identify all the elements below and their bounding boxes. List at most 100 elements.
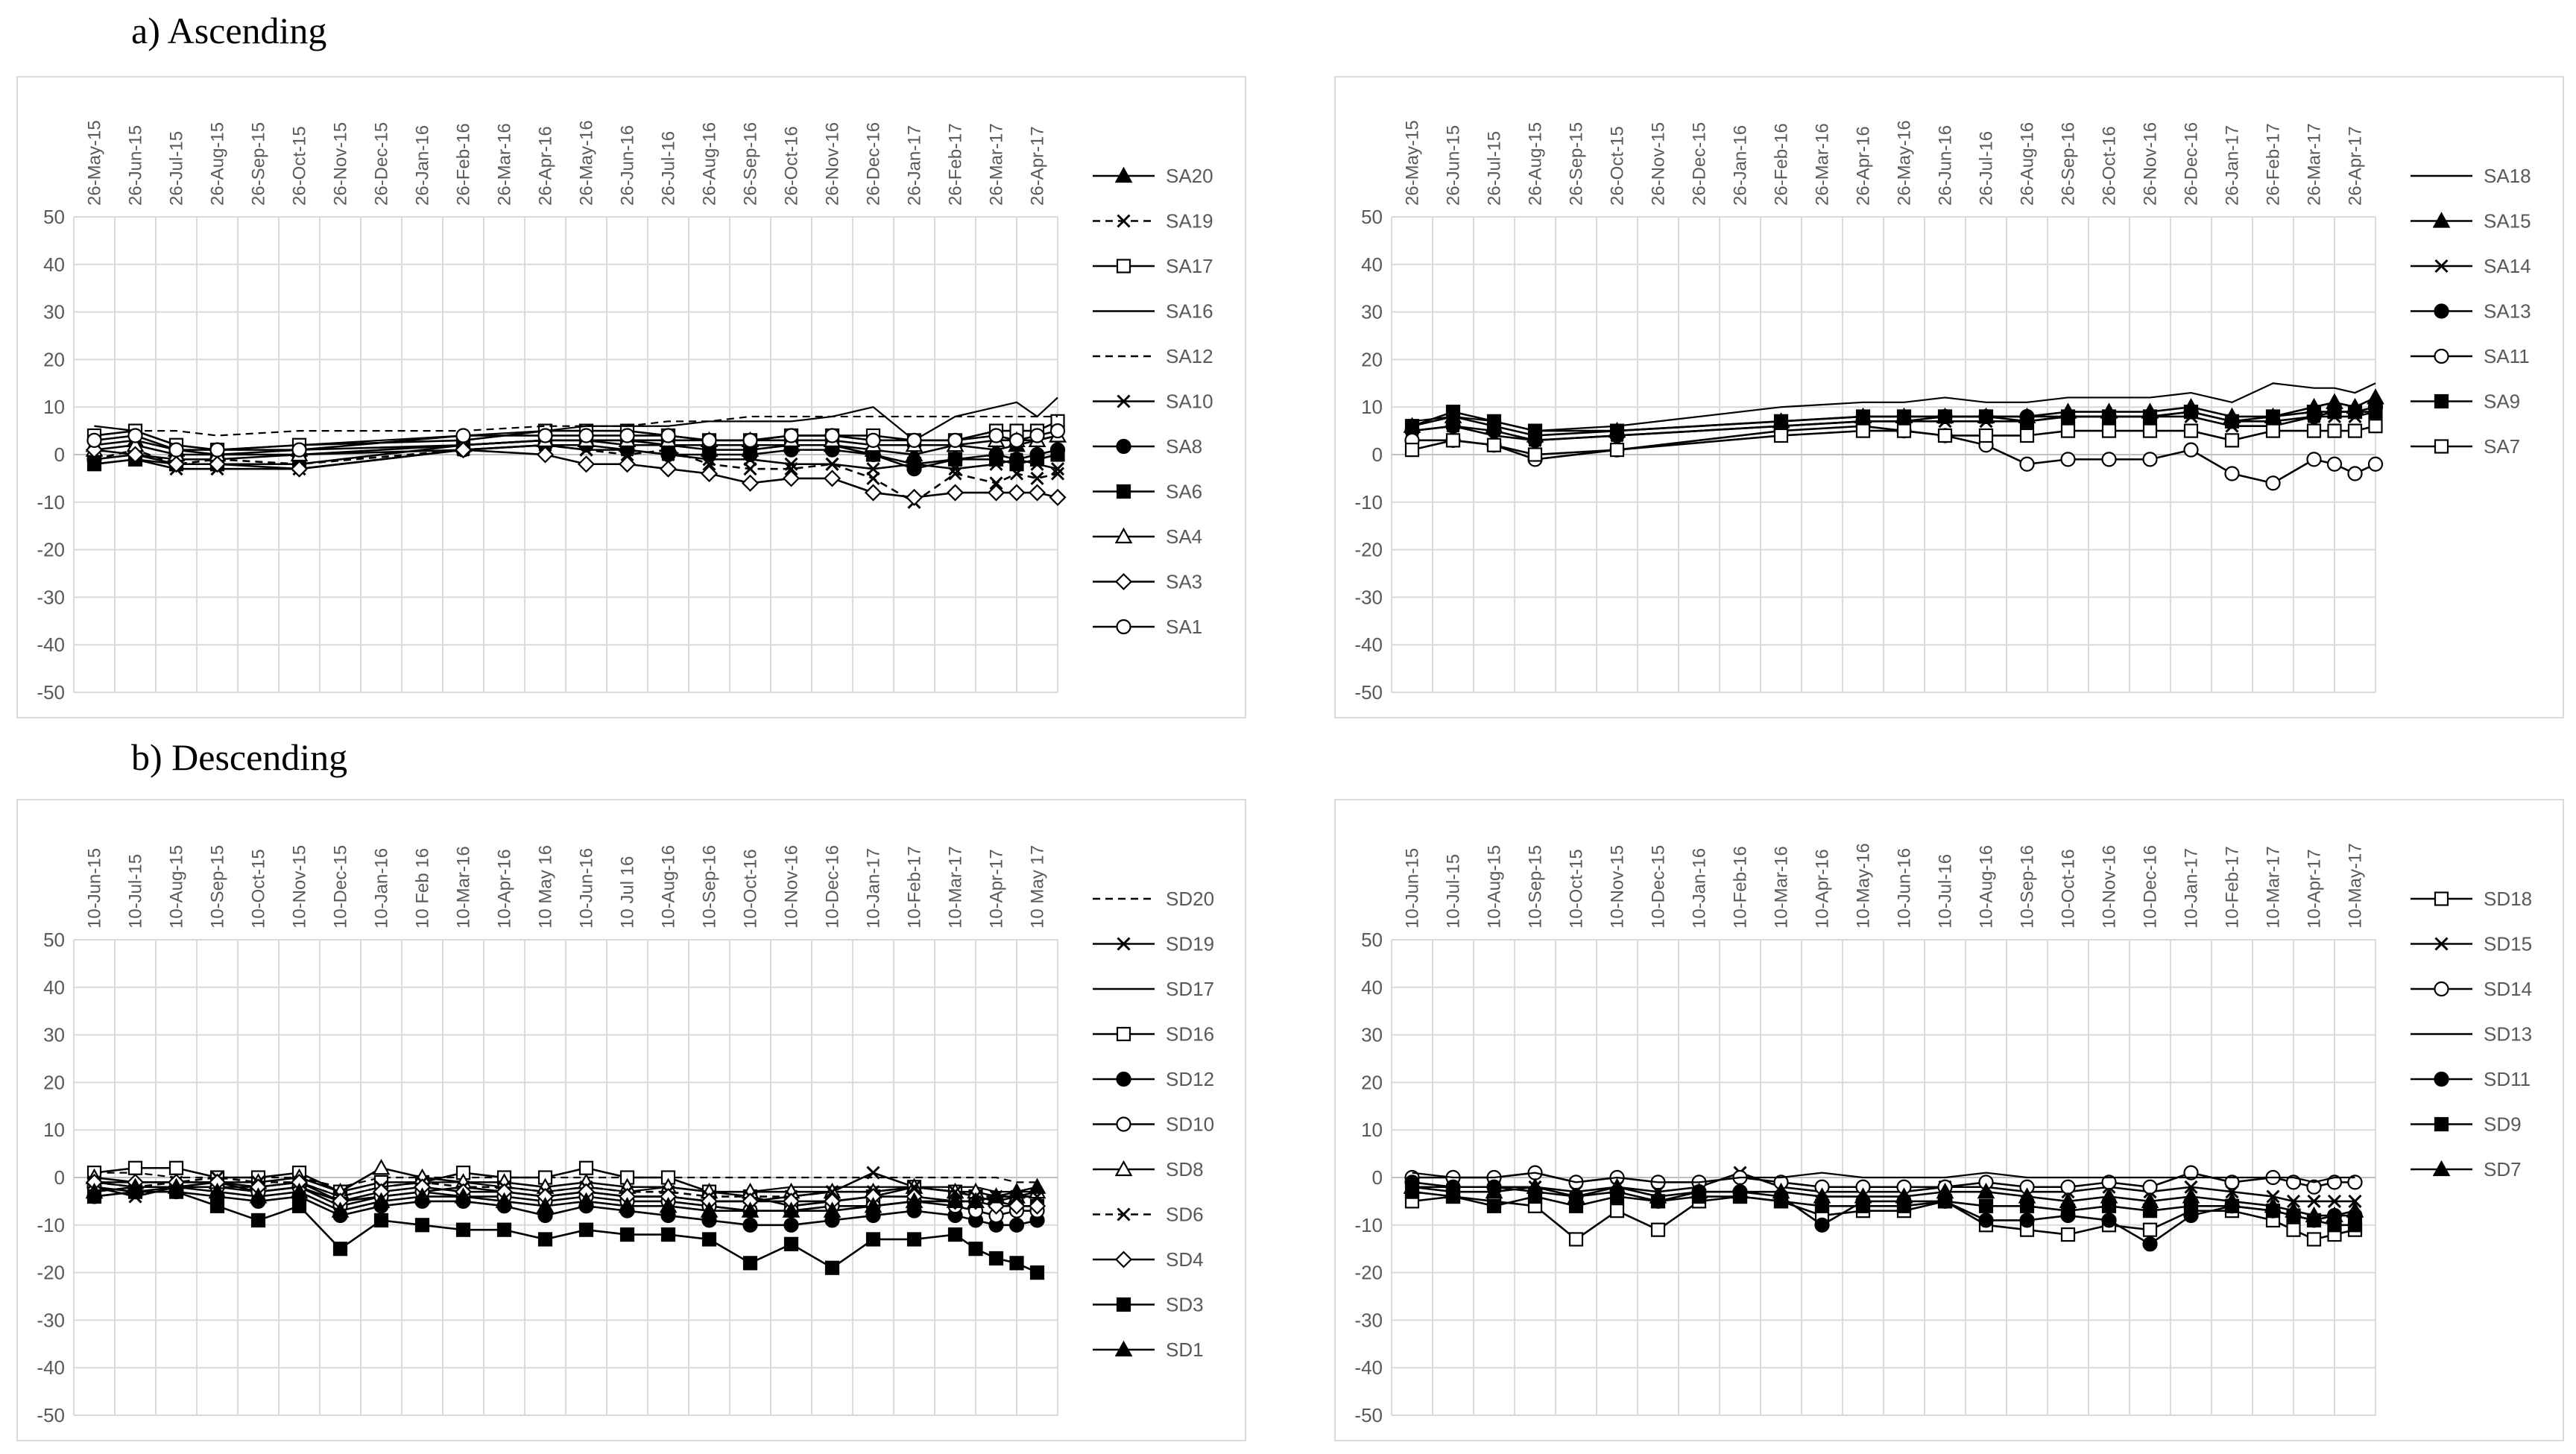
data-point-sd7 — [1526, 1178, 1544, 1194]
data-point-sa6 — [1050, 447, 1065, 462]
legend-label: SD1 — [1166, 1338, 1204, 1361]
x-tick-label: 26-Mar-17 — [2305, 123, 2325, 206]
data-point-sa7 — [2183, 423, 2199, 438]
y-tick-label: -10 — [37, 491, 65, 513]
data-point-sa9 — [2368, 404, 2383, 420]
data-point-sa1 — [824, 428, 840, 443]
y-tick-label: 50 — [1361, 929, 1383, 951]
legend-label: SD15 — [2484, 933, 2532, 955]
legend-entry-sd14: SD14 — [2411, 978, 2532, 1000]
section-title-ascending: a) Ascending — [131, 10, 327, 51]
x-tick-label: 26-Jun-16 — [618, 125, 638, 206]
data-point-sd14 — [2347, 1175, 2363, 1190]
data-point-sd15 — [2266, 1189, 2280, 1204]
legend-entry-sa19: SA19 — [1093, 210, 1213, 233]
legend-entry-sd3: SD3 — [1093, 1294, 1204, 1316]
data-point-sa9 — [1527, 423, 1543, 438]
x-tick-label: 26-Jan-17 — [905, 125, 925, 206]
y-tick-label: 20 — [43, 348, 65, 370]
x-tick-label: 10-Dec-16 — [2141, 845, 2161, 929]
legend-label: SD12 — [1166, 1068, 1214, 1090]
x-tick-label: 26-May-16 — [577, 120, 597, 206]
data-point-sd1 — [946, 1192, 965, 1209]
x-tick-label: 10-Apr-16 — [1813, 849, 1833, 929]
y-tick-label: 10 — [1361, 396, 1383, 418]
data-point-sa3 — [864, 484, 883, 502]
series-sd1 — [85, 1178, 1046, 1218]
data-point-sd6 — [825, 1185, 839, 1199]
data-point-sd3 — [783, 1236, 799, 1251]
legend-label: SD20 — [1166, 888, 1214, 910]
x-tick-label: 10-Feb-16 — [1731, 846, 1751, 929]
x-tick-label: 10-Jul-15 — [126, 854, 146, 929]
x-tick-label: 26-Jun-15 — [1444, 125, 1464, 206]
legend-label: SA16 — [1166, 300, 1213, 323]
data-point-sd3 — [701, 1232, 717, 1247]
series-line-sa18 — [1412, 382, 2376, 432]
data-point-sa1 — [455, 428, 471, 443]
data-point-sa1 — [865, 432, 881, 448]
legend-label: SA13 — [2484, 300, 2531, 323]
data-point-sa9 — [2101, 409, 2117, 424]
x-tick-label: 26-Jul-15 — [167, 131, 187, 206]
data-point-sd1 — [167, 1178, 186, 1194]
data-point-sa10 — [825, 457, 839, 471]
data-point-sa1 — [906, 432, 922, 448]
data-point-sd12 — [1008, 1217, 1025, 1233]
data-point-sd7 — [1813, 1187, 1831, 1204]
data-point-sd11 — [1978, 1213, 1994, 1228]
series-line-sd7 — [1412, 1186, 2355, 1217]
x-tick-label: 10-May-16 — [1854, 843, 1874, 929]
data-point-sd7 — [2100, 1187, 2118, 1204]
data-point-sa3 — [577, 455, 596, 473]
data-point-sa3 — [1049, 488, 1067, 506]
y-tick-label: -50 — [37, 1404, 65, 1426]
data-point-sa7 — [1404, 443, 1420, 458]
x-tick-label: 10-Sep-15 — [1526, 845, 1546, 929]
legend-entry-sa8: SA8 — [1093, 435, 1202, 458]
x-tick-label: 26-Jul-16 — [1977, 131, 1997, 206]
legend-label: SA14 — [2484, 255, 2531, 277]
data-point-sa7 — [1527, 447, 1543, 462]
x-tick-label: 10-Jan-17 — [2182, 848, 2202, 929]
x-tick-label: 26-Jan-16 — [413, 125, 433, 206]
legend-marker — [1114, 1340, 1133, 1357]
data-point-sa3 — [618, 455, 637, 473]
legend-marker — [1117, 394, 1131, 408]
x-tick-label: 10-Mar-16 — [454, 846, 474, 929]
series-sa1 — [86, 423, 1066, 458]
data-point-sa1 — [783, 428, 799, 443]
data-point-sd18 — [1650, 1222, 1666, 1237]
legend-entry-sd6: SD6 — [1093, 1204, 1204, 1226]
x-tick-label: 26-Jul-16 — [659, 131, 679, 206]
x-tick-label: 10-Oct-16 — [2059, 849, 2079, 929]
data-point-sa9 — [2142, 409, 2158, 424]
x-tick-label: 10-Mar-17 — [2264, 846, 2284, 929]
x-tick-label: 26-Feb-16 — [1772, 123, 1792, 206]
legend-marker — [2434, 1116, 2449, 1132]
data-point-sd3 — [742, 1256, 758, 1271]
data-point-sa7 — [1937, 428, 1953, 443]
x-tick-label: 10-Oct-15 — [1567, 849, 1587, 929]
x-tick-label: 10 May 17 — [1028, 845, 1048, 929]
legend-marker — [2434, 1071, 2449, 1087]
legend-entry-sa15: SA15 — [2411, 210, 2531, 233]
x-tick-label: 26-Dec-15 — [372, 122, 392, 206]
legend-marker — [1116, 259, 1131, 274]
data-point-sd7 — [1772, 1182, 1790, 1199]
series-sa16 — [94, 396, 1058, 451]
legend-label: SA10 — [1166, 391, 1213, 413]
data-point-sa9 — [2224, 414, 2240, 429]
data-point-sd3 — [906, 1232, 922, 1247]
data-point-sa7 — [1609, 443, 1625, 458]
data-point-sd7 — [1895, 1187, 1913, 1204]
data-point-sd7 — [1567, 1187, 1585, 1204]
legend-marker — [1114, 527, 1133, 544]
x-tick-label: 10-Aug-16 — [659, 845, 679, 929]
data-point-sd3 — [1009, 1256, 1024, 1271]
chart-ascending-right: 50 40 30 20 10 0 -10 -20 -30 -40 -50 26-May-15 26-Ju… — [1334, 76, 2564, 718]
data-point-sd3 — [988, 1251, 1004, 1266]
data-point-sa6 — [1029, 452, 1045, 467]
data-point-sa7 — [2142, 423, 2158, 438]
data-point-sd1 — [618, 1197, 637, 1213]
